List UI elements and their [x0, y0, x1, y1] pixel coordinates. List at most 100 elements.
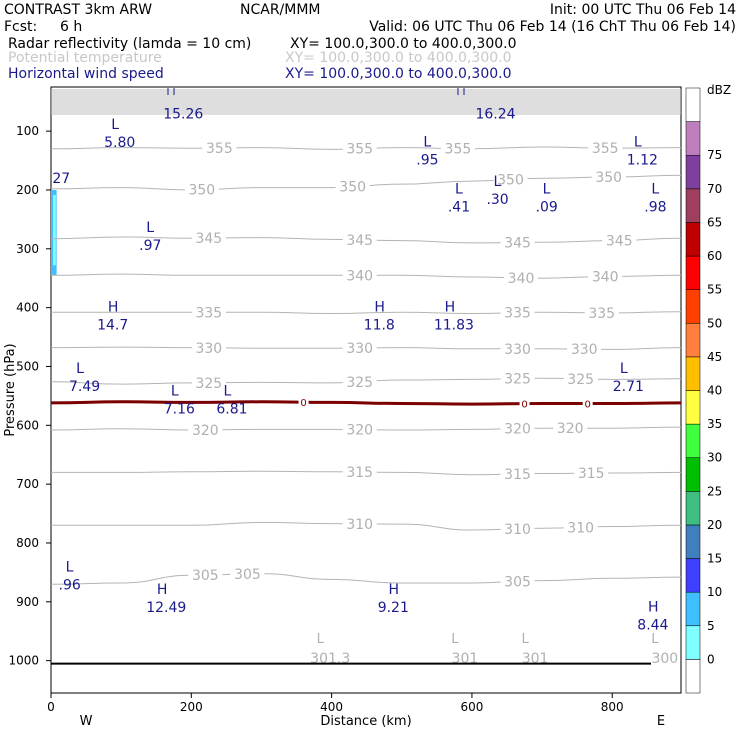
theta-contours: 355 355 355 355 350 350 350 350 345 345 345 345 340 3…	[50, 139, 682, 667]
theta-label-bg	[563, 519, 598, 536]
theta-label: 340	[346, 268, 373, 284]
theta-label-bg	[588, 268, 623, 285]
theta-label-bg	[500, 420, 535, 437]
init-time: Init: 00 UTC Thu 06 Feb 14	[550, 2, 736, 18]
theta-label-bg	[500, 520, 535, 537]
east-label: E	[657, 714, 665, 729]
theta-label-bg	[567, 341, 602, 358]
wind-high-value: 8.44	[637, 617, 668, 633]
theta-label: 310	[567, 520, 594, 536]
theta-label: 335	[588, 306, 615, 322]
field-name-wind: Horizontal wind speed	[8, 66, 164, 82]
fcst-label: Fcst:	[4, 19, 37, 35]
isotherm-marker-bg	[519, 398, 530, 409]
stratosphere-contour-band	[51, 89, 681, 115]
theta-label: 320	[346, 423, 373, 439]
colorbar-level: 20	[707, 518, 722, 532]
y-tick-label: 800	[16, 536, 39, 550]
y-tick-label: 300	[16, 242, 39, 256]
theta-label: 320	[557, 421, 584, 437]
colorbar-swatch	[685, 154, 701, 190]
isotherm-marker-bg	[582, 398, 593, 409]
theta-label-bg	[188, 566, 223, 583]
colorbar-swatch	[685, 222, 701, 257]
colorbar-level: 50	[707, 316, 722, 330]
theta-low-marker: L	[651, 632, 659, 647]
isotherm-marker: 0	[521, 400, 527, 411]
wind-low-value: 7.16	[164, 402, 195, 418]
x-tick-label: 400	[320, 700, 343, 714]
wind-low-marker: L	[651, 182, 659, 198]
theta-label-bg	[202, 139, 237, 156]
theta-label-bg	[563, 370, 598, 387]
wind-low-marker: L	[494, 174, 502, 190]
theta-label-bg	[500, 304, 535, 321]
colorbar-swatch	[685, 356, 701, 391]
theta-label: 325	[567, 372, 594, 388]
theta-label: 355	[445, 142, 472, 158]
field-name-reflectivity: Radar reflectivity (lamda = 10 cm)	[8, 36, 251, 52]
theta-label-bg	[184, 181, 219, 198]
y-tick-label: 200	[16, 183, 39, 197]
colorbar-swatch	[685, 558, 701, 593]
y-tick-label: 700	[16, 477, 39, 491]
theta-label-bg	[591, 169, 626, 186]
theta-label-bg	[191, 230, 226, 247]
theta-low-marker: L	[317, 632, 325, 647]
y-tick-label: 500	[16, 359, 39, 373]
theta-label: 330	[346, 341, 373, 357]
wind-low-marker: L	[455, 182, 463, 198]
center-name: NCAR/MMM	[240, 2, 321, 18]
wind-low-marker: L	[620, 361, 628, 377]
theta-label-bg	[500, 465, 535, 482]
y-tick-label: 900	[16, 595, 39, 609]
theta-label-bg	[188, 421, 223, 438]
y-tick-label: 400	[16, 301, 39, 315]
wind-low-marker: L	[223, 384, 231, 400]
wind-low-value: .98	[644, 200, 666, 216]
theta-label: 340	[508, 271, 535, 287]
colorbar-swatch	[685, 524, 701, 559]
y-tick-label: 1000	[8, 654, 39, 668]
wind-low-marker: L	[171, 384, 179, 400]
theta-label-bg	[191, 374, 226, 391]
colorbar-level: 5	[707, 619, 715, 633]
theta-label-bg	[342, 421, 377, 438]
isotherm-marker-bg	[298, 397, 309, 408]
theta-label: 310	[504, 522, 531, 538]
theta-label: 330	[195, 341, 222, 357]
theta-label-bg	[500, 573, 535, 590]
wind-low-value: .96	[59, 577, 81, 593]
wind-high-marker: H	[445, 299, 456, 315]
wind-low-marker: L	[146, 220, 154, 236]
wind-high-marker: H	[374, 299, 385, 315]
theta-label: 320	[504, 422, 531, 438]
theta-low-value: 300	[651, 651, 678, 667]
colorbar-level: 75	[707, 148, 722, 162]
theta-low-marker: L	[521, 632, 529, 647]
theta-label: 350	[339, 180, 366, 196]
colorbar-level: 15	[707, 552, 722, 566]
theta-label: 345	[504, 236, 531, 252]
theta-contour-305	[50, 573, 682, 585]
colorbar-swatch	[685, 491, 701, 526]
theta-label: 355	[206, 141, 233, 157]
x-tick-label: 0	[47, 700, 55, 714]
y-tick-label: 100	[16, 124, 39, 138]
theta-label: 335	[195, 305, 222, 321]
wind-high-value: 14.7	[97, 317, 128, 333]
x-tick-label: 600	[460, 700, 483, 714]
field-xy-reflectivity: XY= 100.0,300.0 to 400.0,300.0	[290, 36, 517, 52]
colorbar-swatch	[685, 659, 701, 694]
colorbar-level: 40	[707, 384, 722, 398]
theta-label: 345	[606, 233, 633, 249]
wind-low-value: 7.49	[69, 379, 100, 395]
colorbar-level: 45	[707, 350, 722, 364]
colorbar-level: 25	[707, 484, 722, 498]
theta-label-bg	[584, 304, 619, 321]
west-label: W	[80, 714, 93, 729]
theta-label-bg	[342, 140, 377, 157]
wind-edge-value: 27	[52, 171, 70, 187]
theta-low-marker: L	[451, 632, 459, 647]
